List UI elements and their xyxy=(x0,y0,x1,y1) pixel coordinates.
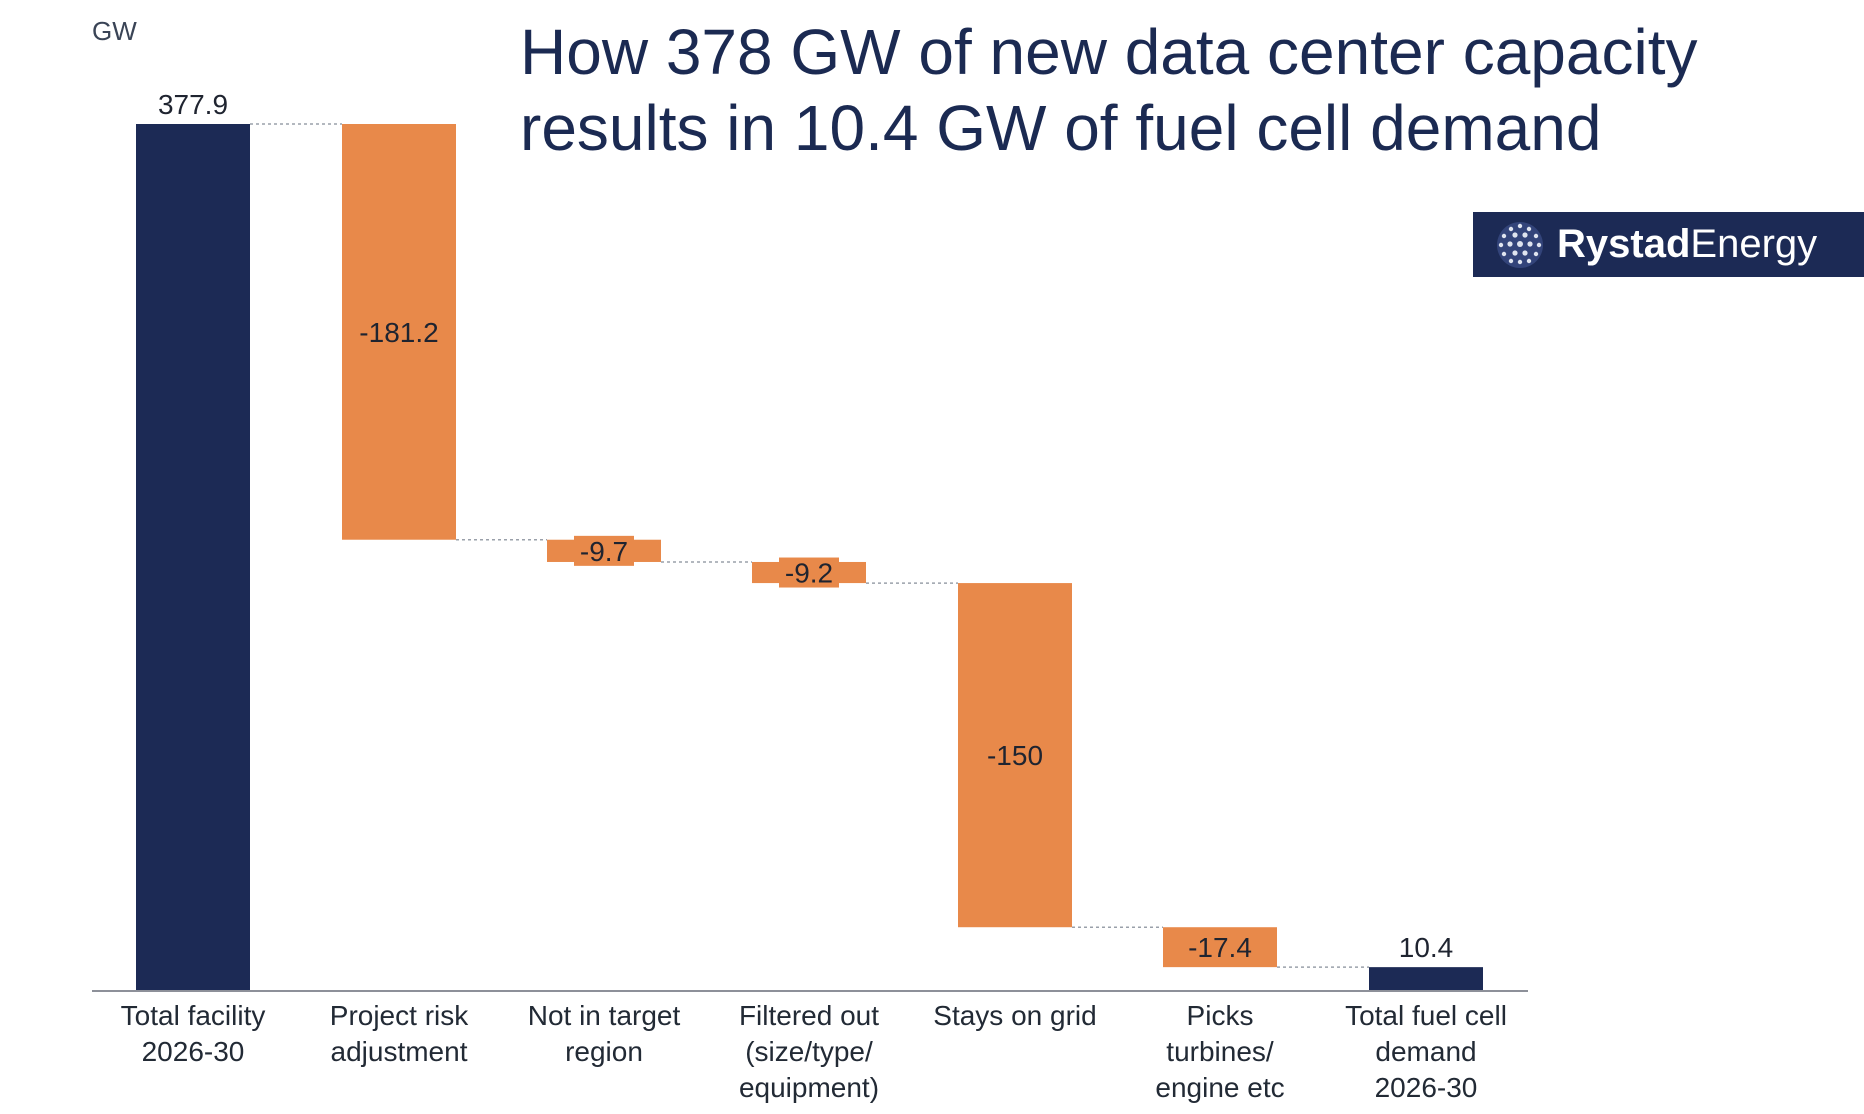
category-label-6: Picks turbines/ engine etc xyxy=(1155,1000,1285,1103)
label-bg-4 xyxy=(779,557,839,588)
category-label-7: Total fuel cell demand 2026-30 xyxy=(1345,1000,1507,1103)
category-label-3: Not in target region xyxy=(527,1000,681,1067)
category-label-2: Project risk adjustment xyxy=(329,1000,469,1067)
bar-2 xyxy=(342,124,456,540)
value-label-5: -150 xyxy=(987,740,1043,771)
chart-title-line-2: results in 10.4 GW of fuel cell demand xyxy=(520,92,1602,164)
logo-wordmark: RystadEnergy xyxy=(1557,222,1818,266)
bar-1 xyxy=(136,124,250,991)
bar-6 xyxy=(1163,927,1277,968)
category-label-4: Filtered out (size/type/ equipment) xyxy=(738,1000,880,1103)
category-label-5: Stays on grid xyxy=(933,1000,1097,1031)
label-bg-3 xyxy=(574,535,634,566)
value-label-7: 10.4 xyxy=(1399,932,1454,963)
chart-title-line-1: How 378 GW of new data center capacity xyxy=(520,16,1698,88)
value-label-2: -181.2 xyxy=(359,317,438,348)
value-label-4: -9.2 xyxy=(785,558,833,589)
value-label-3: -9.7 xyxy=(580,536,628,567)
value-label-6: -17.4 xyxy=(1188,932,1252,963)
chart-title: How 378 GW of new data center capacity r… xyxy=(520,14,1840,166)
bar-7 xyxy=(1369,967,1483,991)
category-label-1: Total facility 2026-30 xyxy=(120,1000,266,1067)
value-label-1: 377.9 xyxy=(158,89,228,120)
bar-5 xyxy=(958,583,1072,928)
rystad-energy-logo: RystadEnergy xyxy=(1473,212,1864,277)
y-axis-unit-label: GW xyxy=(92,16,137,46)
value-labels: 377.9 -181.2 -9.7 -9.2 -150 -17.4 10.4 xyxy=(158,89,1453,963)
globe-dots-icon xyxy=(1497,221,1543,268)
